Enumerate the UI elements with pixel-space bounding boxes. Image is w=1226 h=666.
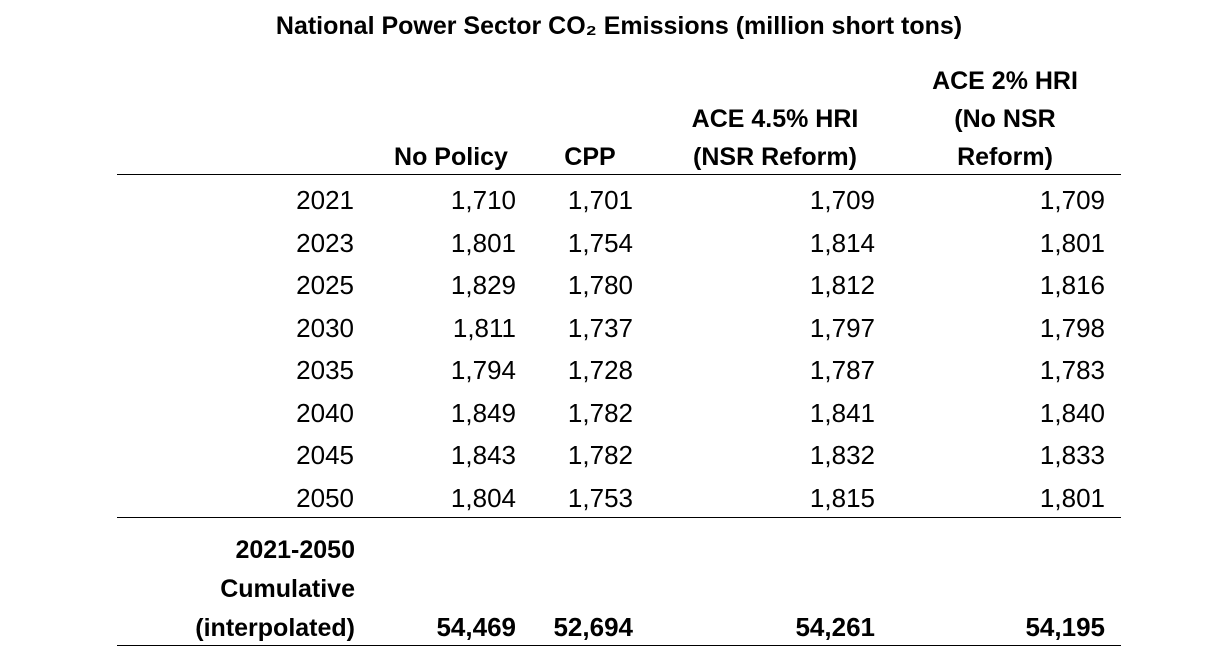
cell-2023-col-4: 1,801 xyxy=(1039,227,1105,258)
row-year-2050: 2050 xyxy=(296,482,354,513)
cell-2030-col-1: 1,811 xyxy=(452,312,516,343)
column-header-no-policy: No Policy xyxy=(394,143,508,171)
cell-2050-col-1: 1,804 xyxy=(450,482,516,513)
cell-2023-col-1: 1,801 xyxy=(450,227,516,258)
cell-2021-col-3: 1,709 xyxy=(809,185,875,215)
cell-2035-col-1: 1,794 xyxy=(450,355,516,385)
column-header-cpp: CPP xyxy=(564,143,616,171)
cell-2025-col-3: 1,812 xyxy=(809,270,875,300)
cell-2040-col-3: 1,841 xyxy=(809,397,875,428)
total-cell-col-1: 54,469 xyxy=(436,612,516,642)
cell-2035-col-3: 1,787 xyxy=(809,355,875,385)
total-rule xyxy=(117,517,1121,518)
cell-2035-col-4: 1,783 xyxy=(1039,355,1105,385)
bottom-rule xyxy=(117,645,1121,646)
cell-2021-col-2: 1,701 xyxy=(567,185,633,215)
cell-2025-col-2: 1,780 xyxy=(567,270,633,300)
header-rule xyxy=(117,174,1121,175)
cell-2045-col-2: 1,782 xyxy=(567,440,633,470)
row-year-2040: 2040 xyxy=(296,397,354,428)
total-cell-col-2: 52,694 xyxy=(553,612,633,642)
cell-2030-col-2: 1,737 xyxy=(567,312,633,343)
row-year-2021: 2021 xyxy=(296,185,354,215)
cell-2050-col-4: 1,801 xyxy=(1039,482,1105,513)
cell-2050-col-3: 1,815 xyxy=(809,482,875,513)
column-header-ace-2: ACE 2% HRI (No NSR Reform) xyxy=(932,67,1078,171)
total-row-label: 2021-2050 Cumulative (interpolated) xyxy=(195,536,355,642)
cell-2045-col-1: 1,843 xyxy=(450,440,516,470)
cell-2023-col-2: 1,754 xyxy=(567,227,633,258)
row-year-2045: 2045 xyxy=(296,440,354,470)
table-title: National Power Sector CO₂ Emissions (mil… xyxy=(275,12,963,40)
total-cell-col-4: 54,195 xyxy=(1025,612,1105,642)
column-header-ace-4-5: ACE 4.5% HRI (NSR Reform) xyxy=(691,105,859,171)
cell-2035-col-2: 1,728 xyxy=(567,355,633,385)
cell-2040-col-2: 1,782 xyxy=(567,397,633,428)
cell-2030-col-4: 1,798 xyxy=(1039,312,1105,343)
total-cell-col-3: 54,261 xyxy=(795,612,875,642)
cell-2045-col-3: 1,832 xyxy=(809,440,875,470)
cell-2021-col-4: 1,709 xyxy=(1039,185,1105,215)
row-year-2025: 2025 xyxy=(296,270,354,300)
cell-2030-col-3: 1,797 xyxy=(809,312,875,343)
cell-2023-col-3: 1,814 xyxy=(809,227,875,258)
cell-2021-col-1: 1,710 xyxy=(450,185,516,215)
cell-2050-col-2: 1,753 xyxy=(567,482,633,513)
cell-2025-col-4: 1,816 xyxy=(1039,270,1105,300)
row-year-2023: 2023 xyxy=(296,227,354,258)
cell-2040-col-1: 1,849 xyxy=(450,397,516,428)
row-year-2030: 2030 xyxy=(296,312,354,343)
cell-2045-col-4: 1,833 xyxy=(1039,440,1105,470)
cell-2025-col-1: 1,829 xyxy=(450,270,516,300)
row-year-2035: 2035 xyxy=(296,355,354,385)
cell-2040-col-4: 1,840 xyxy=(1039,397,1105,428)
